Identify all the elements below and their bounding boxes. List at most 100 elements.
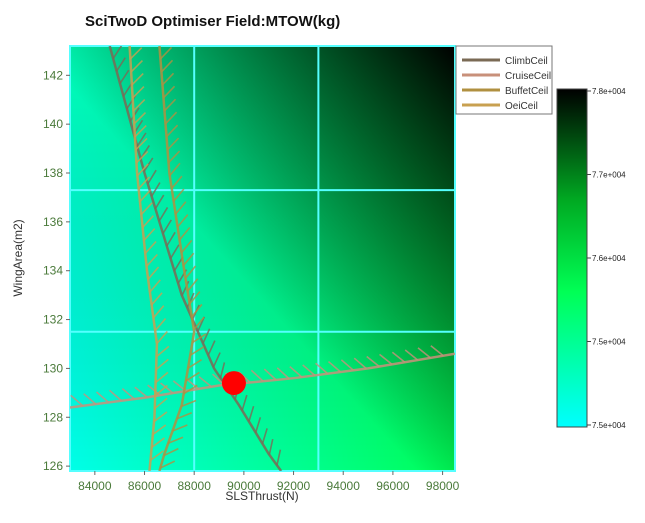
hatch-mark (178, 226, 191, 241)
hatch-mark (212, 352, 221, 368)
hatch-mark (169, 244, 180, 259)
y-tick-label: 138 (43, 166, 63, 180)
hatch-mark (131, 73, 144, 86)
hatch-mark (151, 292, 163, 306)
hatch-mark (172, 424, 188, 432)
hatch-mark (193, 316, 205, 331)
colorbar-tick-label: 7.6e+004 (592, 254, 626, 263)
hatch-mark (404, 349, 419, 361)
hatch-mark (121, 387, 135, 400)
hatch-mark (155, 345, 170, 358)
y-tick-label: 134 (43, 264, 63, 278)
colorbar-tick-label: 7.5e+004 (592, 421, 626, 430)
hatch-mark (417, 347, 431, 359)
hatch-mark (261, 428, 268, 444)
hatch-mark (136, 132, 147, 147)
hatch-mark (391, 351, 406, 363)
x-tick-label: 92000 (277, 479, 311, 493)
hatch-mark (169, 162, 181, 177)
hatch-mark (140, 202, 153, 216)
series-climbceil (108, 46, 283, 471)
y-axis-ticks: 126 128 130 132 134 136 138 140 142 (43, 68, 70, 473)
chart-title: SciTwoD Optimiser Field:MTOW(kg) (85, 13, 340, 30)
hatch-mark (198, 376, 212, 388)
hatch-mark (135, 150, 149, 164)
hatch-mark (353, 357, 367, 370)
hatch-mark (160, 59, 174, 73)
hatch-mark (149, 279, 161, 293)
hatch-mark (155, 358, 169, 371)
series-cruiseceil (70, 345, 455, 409)
hatch-mark (158, 207, 169, 222)
x-tick-label: 86000 (128, 479, 162, 493)
x-axis-title: SLSThrust(N) (225, 489, 298, 503)
hatch-mark (145, 253, 158, 267)
hatch-mark (162, 219, 172, 234)
series-oeiceil (128, 46, 170, 471)
hatch-mark (154, 194, 165, 210)
hatch-mark (185, 371, 200, 382)
hatch-mark (173, 188, 185, 202)
hatch-mark (138, 176, 151, 190)
hatch-mark (159, 46, 173, 60)
hatch-mark (163, 98, 177, 112)
x-tick-label: 90000 (227, 479, 261, 493)
optimum-point (221, 371, 246, 396)
hatch-mark (153, 411, 168, 423)
hatch-mark (143, 228, 156, 241)
hatch-mark (132, 86, 145, 99)
hatch-mark (254, 417, 262, 433)
plot-area (69, 45, 456, 472)
hatch-mark (176, 214, 189, 228)
hatch-mark (162, 85, 176, 99)
hatch-mark (164, 111, 178, 125)
y-tick-label: 142 (43, 68, 63, 82)
hatch-mark (302, 364, 316, 377)
hatch-mark (136, 163, 149, 177)
hatch-mark (165, 124, 179, 138)
hatch-mark (268, 438, 274, 455)
x-tick-label: 96000 (376, 479, 410, 493)
hatch-mark (379, 353, 393, 365)
hatch-mark (83, 393, 97, 405)
hatch-mark (167, 150, 181, 164)
hatch-mark (191, 303, 203, 318)
hatch-mark (202, 328, 211, 344)
hatch-mark (219, 362, 226, 379)
optimum-layer (221, 371, 246, 396)
legend-box (455, 45, 553, 115)
hatch-mark (175, 201, 187, 215)
hatch-mark (159, 46, 161, 47)
hatch-mark (139, 189, 152, 203)
hatch-mark (185, 378, 200, 390)
y-tick-label: 128 (43, 410, 63, 424)
hatch-mark (147, 266, 160, 280)
hatch-mark (191, 333, 207, 344)
legend-label-climbceil: ClimbCeil (505, 56, 548, 67)
hatch-mark (144, 241, 157, 254)
y-tick-label: 136 (43, 215, 63, 229)
hatch-mark (276, 367, 290, 380)
hatch-mark (96, 391, 110, 404)
hatch-mark (151, 437, 166, 449)
hatch-mark (163, 447, 179, 457)
hatch-mark (171, 175, 183, 189)
hatch-mark (430, 345, 444, 357)
hatch-mark (366, 355, 380, 368)
y-tick-label: 126 (43, 459, 63, 473)
hatch-mark (180, 239, 193, 254)
hatch-mark (147, 169, 157, 185)
hatch-mark (182, 252, 195, 267)
series-line (70, 352, 455, 409)
x-tick-label: 88000 (178, 479, 212, 493)
hatch-mark (276, 449, 282, 466)
hatch-mark (187, 358, 202, 369)
hatch-mark (189, 291, 201, 305)
hatch-mark (134, 386, 148, 398)
hatch-mark (315, 362, 329, 375)
hatch-mark (159, 460, 176, 469)
colorbar-tick-label: 7.8e+004 (592, 87, 626, 96)
hatch-mark (142, 215, 154, 229)
y-tick-label: 132 (43, 313, 63, 327)
